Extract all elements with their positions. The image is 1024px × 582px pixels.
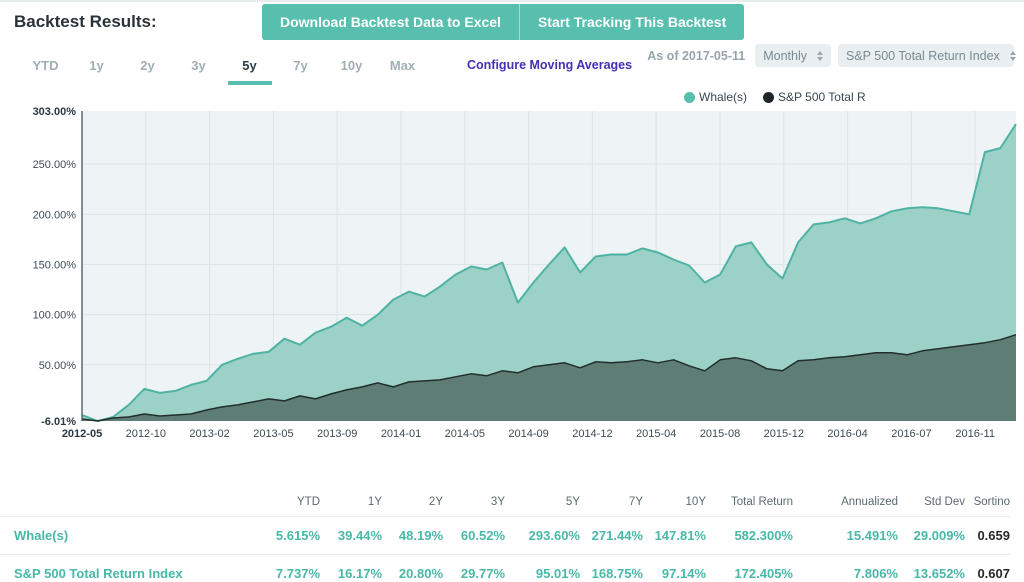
svg-text:2012-10: 2012-10 — [126, 428, 166, 440]
svg-text:2013-09: 2013-09 — [317, 428, 357, 440]
performance-area-chart[interactable]: 303.00% 250.00% 200.00% 150.00% 100.00% 50.00… — [0, 98, 1024, 448]
whale-1y: 39.44% — [337, 528, 382, 543]
svg-text:2016-04: 2016-04 — [827, 428, 867, 440]
sp500-5y: 95.01% — [535, 566, 580, 581]
sp500-std-dev: 13.652% — [913, 566, 965, 581]
whale-total-return: 582.300% — [734, 528, 793, 543]
svg-text:2016-11: 2016-11 — [955, 428, 995, 440]
header-bar: Backtest Results: Download Backtest Data… — [0, 2, 1024, 44]
svg-text:2015-04: 2015-04 — [636, 428, 676, 440]
start-tracking-button[interactable]: Start Tracking This Backtest — [518, 4, 745, 40]
page-title: Backtest Results: — [14, 12, 157, 31]
svg-text:100.00%: 100.00% — [33, 310, 77, 322]
updown-caret-icon — [817, 50, 823, 61]
stats-table: YTD 1Y 2Y 3Y 5Y 7Y 10Y Total Return Annu… — [0, 482, 1024, 582]
svg-text:2014-01: 2014-01 — [381, 428, 421, 440]
svg-text:2013-02: 2013-02 — [189, 428, 229, 440]
tab-5y[interactable]: 5y — [224, 50, 275, 85]
svg-text:2015-08: 2015-08 — [700, 428, 740, 440]
table-row-sp500: S&P 500 Total Return Index 7.737% 16.17%… — [0, 555, 1010, 582]
col-3y: 3Y — [490, 496, 505, 508]
legend-label: S&P 500 Total R — [778, 90, 866, 104]
row-label: Whale(s) — [14, 528, 69, 543]
tab-2y[interactable]: 2y — [140, 58, 155, 73]
row-label: S&P 500 Total Return Index — [14, 566, 183, 581]
sp500-7y: 168.75% — [591, 566, 643, 581]
col-2y: 2Y — [428, 496, 443, 508]
chart-section: Whale(s) S&P 500 Total R 303.00% 250.00% 2… — [0, 90, 1024, 448]
as-of-date-label: As of 2017-05-11 — [647, 48, 746, 63]
svg-text:2014-12: 2014-12 — [572, 428, 612, 440]
whale-10y: 147.81% — [654, 528, 706, 543]
download-excel-button[interactable]: Download Backtest Data to Excel — [262, 4, 519, 40]
benchmark-select[interactable]: S&P 500 Total Return Index — [838, 44, 1016, 67]
tab-3y[interactable]: 3y — [191, 58, 206, 73]
header-button-group: Download Backtest Data to Excel Start Tr… — [262, 4, 745, 40]
col-5y: 5Y — [565, 496, 580, 508]
svg-text:50.00%: 50.00% — [39, 360, 77, 372]
sp500-ytd: 7.737% — [275, 566, 320, 581]
svg-text:2012-05: 2012-05 — [62, 428, 102, 440]
tab-1y[interactable]: 1y — [89, 58, 104, 73]
col-total-return: Total Return — [730, 496, 793, 508]
sp500-1y: 16.17% — [337, 566, 382, 581]
svg-text:2013-05: 2013-05 — [253, 428, 293, 440]
svg-text:250.00%: 250.00% — [33, 159, 77, 171]
chart-settings: As of 2017-05-11 Monthly S&P 500 Total R… — [647, 44, 1016, 67]
whale-annualized: 15.491% — [846, 528, 898, 543]
sp500-10y: 97.14% — [661, 566, 706, 581]
svg-text:2016-07: 2016-07 — [891, 428, 931, 440]
frequency-value: Monthly — [763, 48, 807, 63]
period-tabs: YTD 1y 2y 3y 5y 7y 10y Max — [20, 50, 428, 85]
svg-text:-6.01%: -6.01% — [41, 416, 76, 428]
col-10y: 10Y — [685, 496, 706, 508]
col-std-dev: Std Dev — [924, 496, 965, 508]
sp500-2y: 20.80% — [398, 566, 443, 581]
whale-2y: 48.19% — [398, 528, 443, 543]
tab-10y[interactable]: 10y — [340, 58, 363, 73]
col-sortino: Sortino — [973, 496, 1010, 508]
svg-text:303.00%: 303.00% — [33, 106, 77, 118]
col-7y: 7Y — [628, 496, 643, 508]
svg-text:200.00%: 200.00% — [33, 209, 77, 221]
benchmark-value: S&P 500 Total Return Index — [846, 48, 1000, 63]
col-annualized: Annualized — [841, 496, 898, 508]
whale-sortino: 0.659 — [977, 528, 1010, 543]
whale-legend-dot-icon — [684, 91, 695, 103]
legend-label: Whale(s) — [699, 90, 748, 104]
col-ytd: YTD — [297, 496, 320, 508]
stats-table-header: YTD 1Y 2Y 3Y 5Y 7Y 10Y Total Return Annu… — [0, 482, 1010, 517]
controls-row: YTD 1y 2y 3y 5y 7y 10y Max Configure Mov… — [0, 44, 1024, 90]
table-row-whale: Whale(s) 5.615% 39.44% 48.19% 60.52% 293… — [0, 517, 1010, 555]
tab-max[interactable]: Max — [389, 58, 416, 73]
sp500-annualized: 7.806% — [853, 566, 898, 581]
svg-text:2015-12: 2015-12 — [764, 428, 804, 440]
sp500-sortino: 0.607 — [977, 566, 1010, 581]
sp500-3y: 29.77% — [460, 566, 505, 581]
sp500-legend-dot-icon — [763, 91, 775, 103]
frequency-select[interactable]: Monthly — [755, 44, 831, 67]
tab-7y[interactable]: 7y — [293, 58, 308, 73]
updown-caret-icon — [1009, 50, 1016, 61]
configure-moving-averages-link[interactable]: Configure Moving Averages — [467, 58, 633, 72]
legend-item-whale[interactable]: Whale(s) — [684, 90, 747, 104]
whale-std-dev: 29.009% — [913, 528, 965, 543]
svg-text:2014-09: 2014-09 — [508, 428, 548, 440]
svg-text:150.00%: 150.00% — [33, 259, 77, 271]
whale-5y: 293.60% — [528, 528, 580, 543]
sp500-total-return: 172.405% — [734, 566, 793, 581]
whale-ytd: 5.615% — [275, 528, 320, 543]
legend-item-sp500[interactable]: S&P 500 Total R — [763, 90, 866, 104]
svg-text:2014-05: 2014-05 — [445, 428, 485, 440]
col-1y: 1Y — [367, 496, 382, 508]
chart-legend: Whale(s) S&P 500 Total R — [684, 90, 866, 104]
tab-ytd[interactable]: YTD — [32, 58, 59, 73]
whale-3y: 60.52% — [460, 528, 505, 543]
whale-7y: 271.44% — [591, 528, 643, 543]
